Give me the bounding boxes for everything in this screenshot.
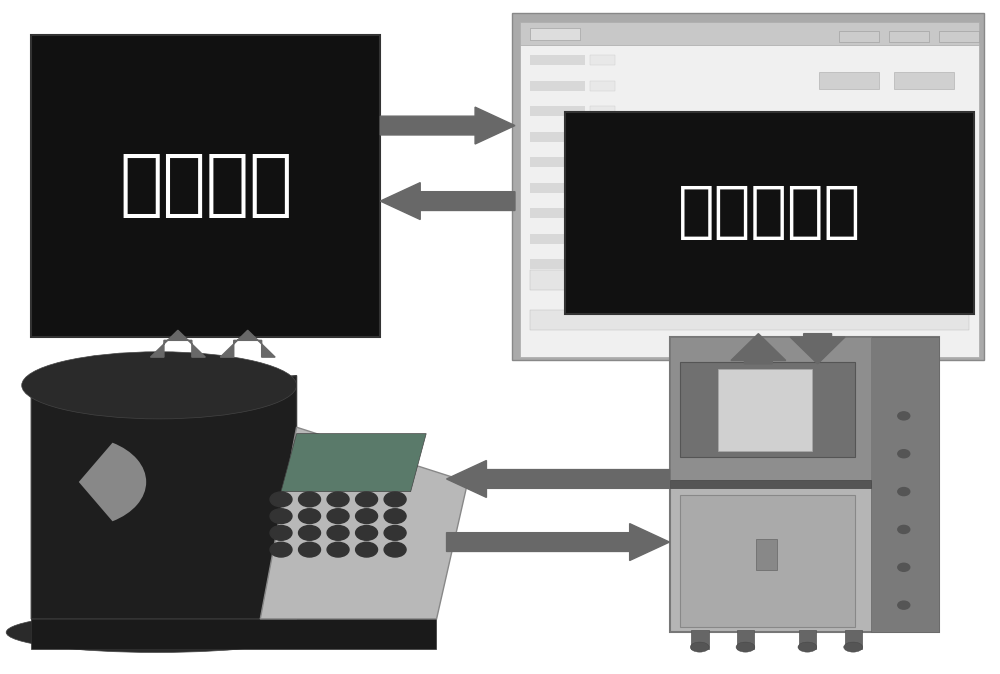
Bar: [871, 337, 939, 632]
FancyArrow shape: [380, 183, 515, 220]
FancyArrow shape: [731, 334, 786, 364]
Bar: [512, 13, 984, 361]
Bar: [839, 31, 879, 42]
Text: 电子学系统: 电子学系统: [678, 183, 861, 243]
Bar: [889, 31, 929, 42]
Circle shape: [270, 526, 292, 541]
Bar: [718, 369, 812, 451]
Bar: [530, 131, 585, 142]
Ellipse shape: [798, 642, 817, 652]
Circle shape: [327, 492, 349, 507]
Circle shape: [270, 543, 292, 557]
Bar: [530, 259, 585, 269]
Bar: [737, 630, 754, 649]
Circle shape: [384, 526, 406, 541]
Bar: [530, 55, 585, 65]
Bar: [670, 481, 871, 489]
Ellipse shape: [22, 352, 297, 419]
Circle shape: [356, 509, 378, 524]
FancyArrow shape: [790, 334, 845, 364]
Circle shape: [356, 492, 378, 507]
Circle shape: [327, 543, 349, 557]
Circle shape: [299, 509, 321, 524]
Bar: [530, 157, 585, 167]
Polygon shape: [31, 375, 297, 619]
Wedge shape: [79, 443, 146, 521]
Bar: [590, 106, 615, 116]
Circle shape: [384, 509, 406, 524]
Ellipse shape: [736, 642, 755, 652]
Circle shape: [356, 543, 378, 557]
Bar: [530, 106, 585, 116]
Bar: [520, 22, 979, 45]
Circle shape: [356, 526, 378, 541]
Bar: [530, 208, 585, 218]
Bar: [530, 310, 969, 330]
Circle shape: [898, 412, 910, 420]
Bar: [530, 81, 585, 91]
Bar: [894, 125, 954, 142]
Polygon shape: [260, 427, 468, 619]
Bar: [565, 112, 974, 313]
Circle shape: [898, 601, 910, 609]
Text: 系统软件: 系统软件: [119, 152, 293, 220]
Bar: [670, 337, 939, 632]
Circle shape: [898, 487, 910, 495]
Circle shape: [270, 492, 292, 507]
FancyArrow shape: [447, 524, 670, 561]
Circle shape: [299, 526, 321, 541]
Bar: [520, 22, 979, 357]
Bar: [590, 131, 615, 142]
Bar: [530, 28, 580, 40]
FancyArrow shape: [380, 107, 515, 144]
Bar: [590, 183, 615, 193]
Bar: [590, 55, 615, 65]
Bar: [590, 259, 615, 269]
Bar: [819, 125, 879, 142]
Circle shape: [898, 450, 910, 458]
Bar: [590, 157, 615, 167]
Bar: [894, 179, 954, 196]
Circle shape: [898, 563, 910, 572]
Bar: [939, 31, 979, 42]
Bar: [756, 539, 777, 570]
Bar: [530, 270, 969, 290]
Circle shape: [270, 509, 292, 524]
Ellipse shape: [844, 642, 863, 652]
Bar: [31, 615, 436, 649]
Circle shape: [898, 526, 910, 533]
Bar: [590, 234, 615, 244]
Bar: [819, 179, 879, 196]
Ellipse shape: [690, 642, 709, 652]
Bar: [894, 72, 954, 89]
Bar: [680, 495, 855, 627]
Circle shape: [327, 526, 349, 541]
Bar: [530, 183, 585, 193]
Bar: [680, 362, 855, 457]
Circle shape: [327, 509, 349, 524]
Bar: [845, 630, 862, 649]
Bar: [530, 234, 585, 244]
Bar: [590, 208, 615, 218]
Circle shape: [299, 492, 321, 507]
FancyArrow shape: [220, 330, 275, 357]
Bar: [670, 337, 871, 482]
FancyArrow shape: [150, 330, 205, 357]
Circle shape: [384, 492, 406, 507]
Circle shape: [299, 543, 321, 557]
Circle shape: [384, 543, 406, 557]
FancyArrow shape: [447, 460, 670, 497]
Bar: [691, 630, 709, 649]
Bar: [819, 72, 879, 89]
Polygon shape: [281, 433, 426, 491]
Bar: [799, 630, 816, 649]
Bar: [590, 81, 615, 91]
Bar: [31, 35, 380, 337]
Ellipse shape: [6, 612, 307, 652]
